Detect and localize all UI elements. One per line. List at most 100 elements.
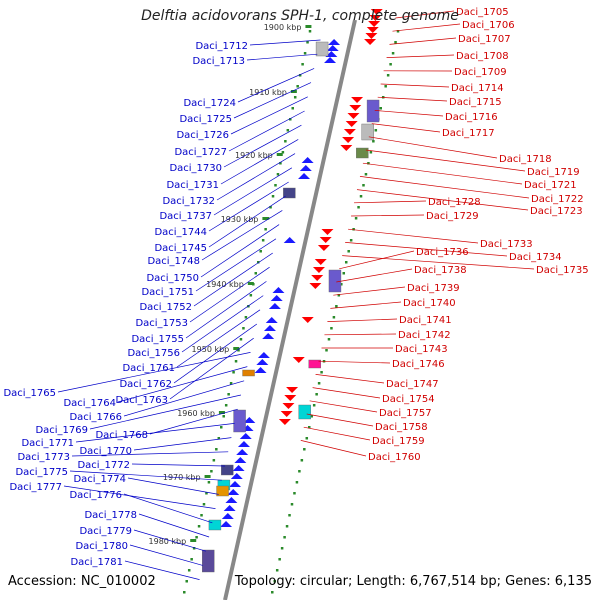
tick-mark <box>301 63 304 66</box>
scale-tick <box>190 539 196 542</box>
gene-label-left: Daci_1761 <box>122 363 175 374</box>
leader-line <box>360 176 529 198</box>
gene-arrow-reverse <box>284 395 296 401</box>
tick-mark <box>315 393 318 396</box>
tick-mark <box>293 492 296 495</box>
gene-label-left: Daci_1771 <box>21 438 74 449</box>
gene-label-right: Daci_1754 <box>382 394 435 405</box>
tick-mark <box>276 569 279 572</box>
gene-label-left: Daci_1774 <box>73 474 126 485</box>
gene-label-left: Daci_1780 <box>75 541 128 552</box>
gene-label-left: Daci_1751 <box>141 287 194 298</box>
gene-label-left: Daci_1712 <box>195 41 248 52</box>
map-title: Delftia acidovorans SPH-1, complete geno… <box>130 8 470 24</box>
leader-line <box>177 310 260 367</box>
gene-arrow-forward <box>240 433 252 439</box>
leader-line <box>124 494 212 523</box>
leader-line <box>307 414 373 426</box>
gene-label-right: Daci_1719 <box>527 167 580 178</box>
gene-arrow-forward <box>234 457 246 463</box>
tick-mark <box>298 470 301 473</box>
gene-label-right: Daci_1722 <box>531 194 584 205</box>
leader-line <box>348 229 478 243</box>
gene-label-left: Daci_1737 <box>159 211 212 222</box>
gene-label-right: Daci_1759 <box>372 436 425 447</box>
gene-arrow-reverse <box>347 113 359 119</box>
leader-line <box>247 54 317 60</box>
gene-label-left: Daci_1748 <box>147 256 200 267</box>
gene-arrow-reverse <box>351 97 363 103</box>
tick-mark <box>220 426 223 429</box>
tick-mark <box>357 206 360 209</box>
gene-label-right: Daci_1743 <box>395 344 448 355</box>
gene-label-left: Daci_1764 <box>63 398 116 409</box>
leader-line <box>363 163 522 184</box>
tick-mark <box>200 514 203 517</box>
scale-tick <box>277 153 283 156</box>
gene-label-left: Daci_1726 <box>176 130 229 141</box>
tick-mark <box>286 525 289 528</box>
gene-arrow-reverse <box>349 105 361 111</box>
leader-line <box>330 302 401 308</box>
gene-arrow-forward <box>269 303 281 309</box>
gene-label-left: Daci_1773 <box>17 452 70 463</box>
tick-mark <box>313 404 316 407</box>
tick-mark <box>198 525 201 528</box>
tick-mark <box>292 107 295 110</box>
tick-mark <box>183 591 186 594</box>
gene-label-right: Daci_1758 <box>375 422 428 433</box>
gene-label-left: Daci_1745 <box>154 243 207 254</box>
leader-line <box>201 225 279 277</box>
gene-label-left: Daci_1772 <box>77 460 130 471</box>
tick-mark <box>325 349 328 352</box>
gene-label-right: Daci_1760 <box>368 452 421 463</box>
gene-arrow-reverse <box>282 403 294 409</box>
tick-mark <box>259 250 262 253</box>
tick-mark <box>213 459 216 462</box>
gene-arrow-forward <box>222 513 234 519</box>
tick-mark <box>283 536 286 539</box>
gene-arrow-reverse <box>342 137 354 143</box>
gene-label-left: Daci_1713 <box>192 56 245 67</box>
tick-mark <box>389 63 392 66</box>
tick-mark <box>288 514 291 517</box>
gene-arrow-forward <box>256 359 268 365</box>
leader-line <box>354 201 426 203</box>
feature-block <box>316 42 328 56</box>
gene-label-right: Daci_1733 <box>480 239 533 250</box>
tick-mark <box>225 404 228 407</box>
tick-mark <box>291 503 294 506</box>
scale-label: 1980 kbp <box>149 537 187 546</box>
gene-label-right: Daci_1734 <box>509 252 562 263</box>
gene-label-right: Daci_1714 <box>451 83 504 94</box>
gene-arrow-forward <box>262 333 274 339</box>
leader-line <box>387 55 454 58</box>
scale-label: 1950 kbp <box>192 345 230 354</box>
gene-label-right: Daci_1728 <box>428 197 481 208</box>
tick-mark <box>274 184 277 187</box>
gene-arrow-forward <box>224 505 236 511</box>
gene-arrow-forward <box>236 449 248 455</box>
left-labels: Daci_1712Daci_1713Daci_1724Daci_1725Daci… <box>3 40 320 580</box>
tick-mark <box>394 41 397 44</box>
gene-arrow-forward <box>220 521 232 527</box>
tick-mark <box>232 371 235 374</box>
leader-line <box>221 139 298 184</box>
tick-mark <box>375 129 378 132</box>
gene-label-left: Daci_1724 <box>183 98 236 109</box>
gene-label-left: Daci_1753 <box>135 318 188 329</box>
gene-label-left: Daci_1744 <box>154 227 207 238</box>
gene-label-left: Daci_1730 <box>169 163 222 174</box>
scale-label: 1930 kbp <box>221 215 259 224</box>
gene-arrow-forward <box>225 497 237 503</box>
leader-line <box>310 401 377 412</box>
tick-mark <box>195 536 198 539</box>
tick-mark <box>242 327 245 330</box>
gene-label-left: Daci_1762 <box>119 379 172 390</box>
tick-mark <box>370 151 373 154</box>
gene-label-right: Daci_1740 <box>403 298 456 309</box>
leader-line <box>190 267 270 322</box>
gene-label-right: Daci_1707 <box>458 34 511 45</box>
tick-mark <box>387 74 390 77</box>
